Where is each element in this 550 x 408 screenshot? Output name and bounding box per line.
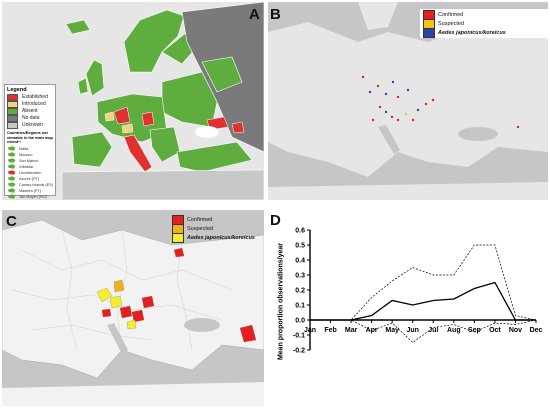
outside-item-liechtenstein: Liechtenstein bbox=[7, 170, 53, 176]
legend-outside-list: Malta Monaco San Marino Gibraltar Liecht… bbox=[7, 146, 53, 200]
x-tick-label: Feb bbox=[324, 327, 336, 334]
san-marino-shape-icon bbox=[7, 158, 16, 163]
y-tick-label: 0.0 bbox=[295, 318, 305, 325]
legend-label-established: Established bbox=[22, 94, 48, 100]
panel-c-map: C Confirmed Suspected Aedes japonicus/ko… bbox=[2, 210, 264, 406]
panel-a-legend: Legend Established Introduced Absent No … bbox=[4, 84, 56, 199]
legend-b-label-suspected: Suspected bbox=[438, 20, 464, 27]
outside-item-jan-mayen: Jan Mayen (NO) bbox=[7, 194, 53, 200]
x-tick-label: Aug bbox=[447, 327, 461, 334]
series-line-solid bbox=[310, 281, 536, 321]
x-tick-label: Mar bbox=[345, 327, 358, 334]
legend-c-label-suspected: Suspected bbox=[187, 225, 213, 232]
panel-d-chart: D Mean proportion observations/year -0.2… bbox=[268, 210, 548, 406]
series-line-dashed-upper bbox=[310, 244, 537, 321]
madeira-shape-icon bbox=[7, 188, 16, 193]
malta-shape-icon bbox=[7, 146, 16, 151]
legend-swatch-no-data bbox=[7, 115, 18, 122]
x-tick-label: May bbox=[385, 327, 399, 334]
legend-b-item-suspected: Suspected bbox=[423, 18, 547, 29]
panel-a-map: A Legend Established Introduced Absent N… bbox=[2, 2, 264, 200]
legend-swatch-established bbox=[7, 94, 18, 101]
outside-label-malta: Malta bbox=[19, 146, 29, 151]
legend-item-established: Established bbox=[7, 94, 53, 101]
gibraltar-shape-icon bbox=[7, 164, 16, 169]
legend-c-swatch-japonicus bbox=[172, 232, 184, 243]
legend-c-item-japonicus: Aedes japonicus/koreicus bbox=[172, 232, 264, 243]
outside-item-monaco: Monaco bbox=[7, 152, 53, 158]
legend-b-item-japonicus: Aedes japonicus/koreicus bbox=[423, 27, 547, 38]
outside-label-jan-mayen: Jan Mayen (NO) bbox=[19, 194, 47, 199]
legend-c-item-suspected: Suspected bbox=[172, 223, 264, 234]
x-tick-label: Nov bbox=[509, 327, 522, 334]
panel-a-letter: A bbox=[249, 6, 260, 23]
x-tick-label: Oct bbox=[489, 327, 501, 334]
outside-label-canary: Canary Islands (ES) bbox=[19, 182, 53, 187]
y-tick-label: 0.6 bbox=[295, 228, 305, 235]
legend-b-label-japonicus: Aedes japonicus/koreicus bbox=[438, 29, 506, 36]
legend-swatch-introduced bbox=[7, 101, 18, 108]
panel-b-legend: Confirmed Suspected Aedes japonicus/kore… bbox=[420, 9, 548, 38]
panel-b-points bbox=[361, 75, 520, 129]
panel-c-legend: Confirmed Suspected Aedes japonicus/kore… bbox=[170, 214, 264, 243]
outside-label-gibraltar: Gibraltar bbox=[19, 164, 34, 169]
y-tick-label: -0.2 bbox=[293, 348, 305, 355]
outside-label-san-marino: San Marino bbox=[19, 158, 39, 163]
azores-shape-icon bbox=[7, 176, 16, 181]
x-tick-label: Jun bbox=[407, 327, 419, 334]
outside-item-madeira: Madeira (PT) bbox=[7, 188, 53, 194]
outside-item-azores: Azores (PT) bbox=[7, 176, 53, 182]
y-tick-label: -0.1 bbox=[293, 333, 305, 340]
liechtenstein-shape-icon bbox=[7, 170, 16, 175]
y-tick-label: 0.4 bbox=[295, 258, 305, 265]
outside-item-canary: Canary Islands (ES) bbox=[7, 182, 53, 188]
x-tick-label: Sep bbox=[468, 327, 481, 334]
legend-swatch-unknown bbox=[7, 122, 18, 129]
panel-b-map-svg bbox=[268, 2, 548, 200]
legend-b-item-confirmed: Confirmed bbox=[423, 9, 547, 20]
canary-shape-icon bbox=[7, 182, 16, 187]
legend-item-absent: Absent bbox=[7, 108, 53, 115]
outside-item-san-marino: San Marino bbox=[7, 158, 53, 164]
x-tick-label: Jul bbox=[428, 327, 438, 334]
legend-c-label-confirmed: Confirmed bbox=[187, 216, 213, 223]
x-tick-label: Dec bbox=[530, 327, 543, 334]
outside-label-liechtenstein: Liechtenstein bbox=[19, 170, 42, 175]
outside-label-madeira: Madeira (PT) bbox=[19, 188, 42, 193]
legend-swatch-absent bbox=[7, 108, 18, 115]
outside-label-monaco: Monaco bbox=[19, 152, 33, 157]
legend-label-introduced: Introduced bbox=[22, 101, 46, 107]
y-tick-label: 0.2 bbox=[295, 288, 305, 295]
series-line-dashed-lower bbox=[310, 319, 537, 343]
legend-label-unknown: Unknown bbox=[22, 122, 43, 128]
jan-mayen-shape-icon bbox=[7, 194, 16, 199]
y-tick-label: 0.3 bbox=[295, 273, 305, 280]
legend-item-no-data: No data bbox=[7, 115, 53, 122]
legend-item-unknown: Unknown bbox=[7, 122, 53, 129]
legend-outside-title: Countries/Regions not viewable in the ma… bbox=[7, 131, 53, 144]
legend-b-swatch-japonicus bbox=[423, 27, 435, 38]
legend-label-no-data: No data bbox=[22, 115, 40, 121]
outside-item-gibraltar: Gibraltar bbox=[7, 164, 53, 170]
outside-label-azores: Azores (PT) bbox=[19, 176, 40, 181]
y-tick-label: 0.1 bbox=[295, 303, 305, 310]
x-tick-label: Jan bbox=[304, 327, 316, 334]
panel-d-letter: D bbox=[270, 212, 281, 229]
legend-label-absent: Absent bbox=[22, 108, 38, 114]
legend-c-item-confirmed: Confirmed bbox=[172, 214, 264, 225]
monaco-shape-icon bbox=[7, 152, 16, 157]
y-tick-label: 0.5 bbox=[295, 243, 305, 250]
panel-c-regions bbox=[96, 247, 257, 343]
panel-b-letter: B bbox=[270, 6, 281, 23]
legend-b-label-confirmed: Confirmed bbox=[438, 11, 464, 18]
legend-item-introduced: Introduced bbox=[7, 101, 53, 108]
panel-c-letter: C bbox=[6, 213, 17, 230]
panel-c-map-svg bbox=[2, 210, 264, 406]
legend-c-label-japonicus: Aedes japonicus/koreicus bbox=[187, 234, 255, 241]
legend-title: Legend bbox=[7, 87, 27, 93]
panel-b-map: B Confirmed Suspected Aedes japonicus/ko… bbox=[268, 2, 548, 200]
outside-item-malta: Malta bbox=[7, 146, 53, 152]
